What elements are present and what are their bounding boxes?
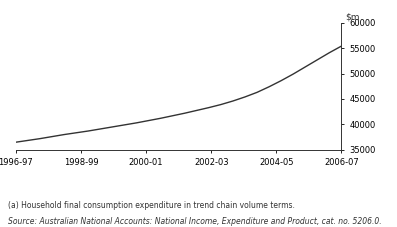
Text: Source: Australian National Accounts: National Income, Expenditure and Product, : Source: Australian National Accounts: Na… bbox=[8, 217, 382, 226]
Text: $m: $m bbox=[346, 12, 360, 21]
Text: (a) Household final consumption expenditure in trend chain volume terms.: (a) Household final consumption expendit… bbox=[8, 201, 295, 210]
